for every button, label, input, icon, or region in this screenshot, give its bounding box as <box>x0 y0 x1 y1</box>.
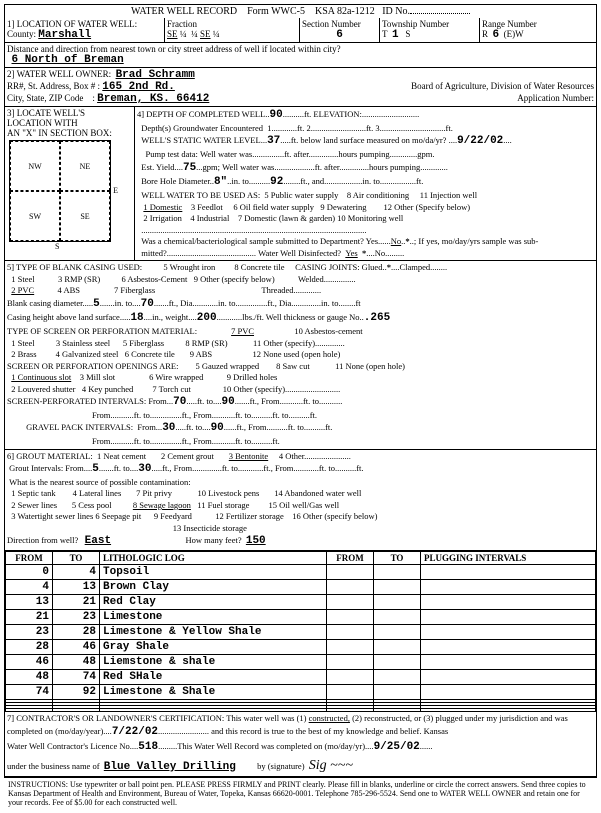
section-6: 6] GROUT MATERIAL: 1 Neat cement 2 Cemen… <box>5 450 596 552</box>
section-box-diagram: NW NE SW SE E S 1 Mile <box>9 140 111 242</box>
section-5: 5] TYPE OF BLANK CASING USED: 5 Wrought … <box>5 261 596 450</box>
title: WATER WELL RECORD <box>131 6 237 17</box>
instructions: INSTRUCTIONS: Use typewriter or ball poi… <box>4 778 597 809</box>
owner-name: Brad Schramm <box>116 69 195 81</box>
distance: 6 North of Breman <box>12 54 124 66</box>
lithologic-log-table: FROMTOLITHOLOGIC LOGFROMTOPLUGGING INTER… <box>5 551 596 712</box>
form-header: WATER WELL RECORD Form WWC-5 KSA 82a-121… <box>5 5 596 18</box>
form-root: WATER WELL RECORD Form WWC-5 KSA 82a-121… <box>4 4 597 778</box>
form-no: Form WWC-5 <box>247 6 305 17</box>
section-3-4: 3] LOCATE WELL'S LOCATION WITHAN "X" IN … <box>5 107 596 261</box>
ksa: KSA 82a-1212 <box>315 6 375 17</box>
section-1-row: 1] LOCATION OF WATER WELL: County: Marsh… <box>5 18 596 43</box>
section-2-row: 2] WATER WELL OWNER: Brad Schramm RR#, S… <box>5 68 596 107</box>
county: Marshall <box>38 29 91 41</box>
idno-label: ID No. <box>382 6 410 17</box>
section-7: 7] CONTRACTOR'S OR LANDOWNER'S CERTIFICA… <box>5 712 596 777</box>
signature: Sig ~~~ <box>309 758 353 773</box>
